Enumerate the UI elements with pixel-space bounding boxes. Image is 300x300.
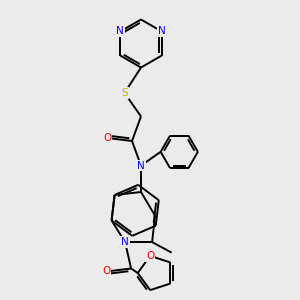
Text: O: O xyxy=(103,133,112,143)
Text: S: S xyxy=(121,88,128,98)
Text: N: N xyxy=(158,26,166,37)
Text: O: O xyxy=(102,266,111,277)
Text: N: N xyxy=(137,160,145,171)
Text: N: N xyxy=(116,26,124,37)
Text: O: O xyxy=(146,251,154,261)
Text: N: N xyxy=(121,237,129,247)
